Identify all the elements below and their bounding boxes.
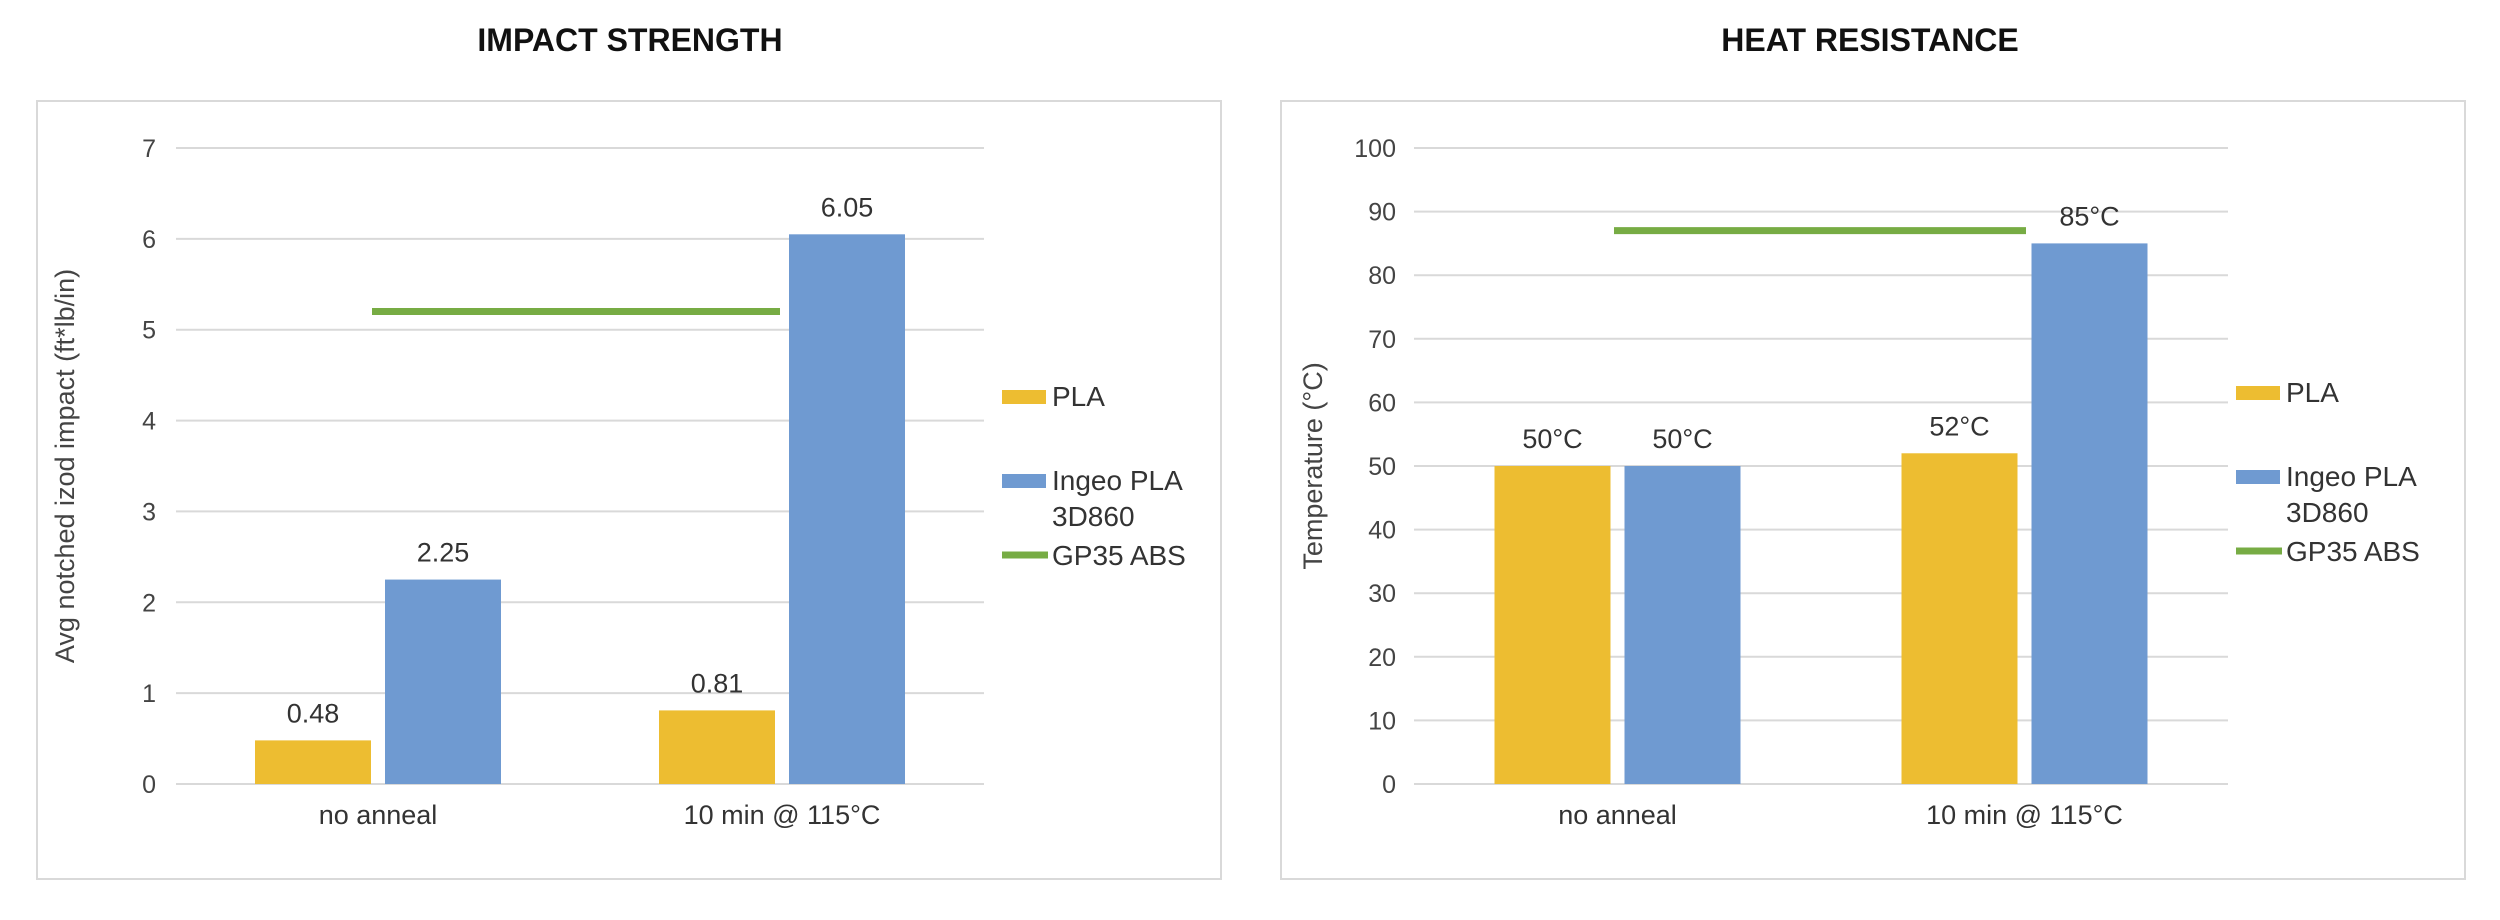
impact-data-label: 6.05	[821, 192, 874, 222]
heat-y-tick-label: 40	[1368, 517, 1396, 545]
impact-category-label: 10 min @ 115°C	[684, 800, 881, 830]
heat-bar-ingeo-1	[2031, 243, 2148, 784]
heat-data-label: 50°C	[1652, 424, 1712, 454]
heat-y-tick-label: 70	[1368, 326, 1396, 354]
impact-data-label: 0.48	[287, 698, 340, 728]
impact-bar-ingeo-0	[385, 579, 501, 784]
impact-y-axis-title: Avg notched izod impact (ft*lb/in)	[50, 269, 80, 663]
impact-chart-svg: 0 1 2 3 4 5 6 7 0.48 2.25 0.81 6.05 no anneal 10 min …	[50, 135, 1186, 830]
impact-bar-pla-0	[255, 740, 371, 784]
heat-y-tick-label: 20	[1368, 644, 1396, 672]
heat-y-tick-label: 100	[1354, 135, 1396, 163]
heat-y-tick-label: 90	[1368, 199, 1396, 227]
heat-category-label: 10 min @ 115°C	[1926, 800, 2123, 830]
heat-legend-swatch-ingeo	[2236, 470, 2280, 484]
heat-legend-swatch-pla	[2236, 386, 2280, 400]
heat-y-tick-label: 50	[1368, 453, 1396, 481]
impact-y-tick-label: 2	[142, 589, 156, 617]
impact-legend-label-ingeo: Ingeo PLA	[1052, 465, 1183, 496]
heat-chart-svg: 0 10 20 30 40 50 60 70 80 90 100 50°C 50°C 52°C 85°C no…	[1298, 135, 2420, 830]
heat-legend-label-pla: PLA	[2286, 377, 2339, 408]
impact-category-label: no anneal	[319, 800, 438, 830]
heat-y-tick-label: 0	[1382, 771, 1396, 799]
impact-legend-label-ingeo-line2: 3D860	[1052, 501, 1135, 532]
heat-y-tick-label: 30	[1368, 580, 1396, 608]
heat-y-tick-label: 60	[1368, 389, 1396, 417]
heat-legend-label-ingeo-line2: 3D860	[2286, 497, 2369, 528]
heat-y-tick-label: 10	[1368, 707, 1396, 735]
heat-data-label: 50°C	[1522, 424, 1582, 454]
impact-data-label: 0.81	[691, 668, 744, 698]
impact-bar-pla-1	[659, 710, 775, 784]
impact-data-label: 2.25	[417, 538, 470, 568]
impact-y-tick-label: 0	[142, 771, 156, 799]
chart-panel-heat: 0 10 20 30 40 50 60 70 80 90 100 50°C 50°C 52°C 85°C no…	[1280, 100, 2466, 880]
heat-data-label: 85°C	[2059, 201, 2119, 231]
impact-y-tick-label: 3	[142, 498, 156, 526]
heat-category-label: no anneal	[1558, 800, 1677, 830]
heat-data-label: 52°C	[1929, 411, 1989, 441]
chart-title-impact: IMPACT STRENGTH	[477, 22, 783, 58]
heat-bar-ingeo-0	[1624, 466, 1741, 784]
impact-y-tick-label: 7	[142, 135, 156, 163]
impact-bar-ingeo-1	[789, 234, 905, 785]
heat-y-tick-label: 80	[1368, 262, 1396, 290]
impact-legend-swatch-ingeo	[1002, 474, 1046, 488]
heat-legend-label-ingeo: Ingeo PLA	[2286, 461, 2417, 492]
heat-bar-pla-1	[1901, 453, 2018, 784]
heat-legend-label-abs: GP35 ABS	[2286, 536, 2420, 567]
impact-legend-label-pla: PLA	[1052, 381, 1105, 412]
impact-y-tick-label: 6	[142, 226, 156, 254]
heat-bar-pla-0	[1494, 466, 1611, 784]
impact-legend-label-abs: GP35 ABS	[1052, 540, 1186, 571]
impact-legend-swatch-pla	[1002, 390, 1046, 404]
impact-y-tick-label: 5	[142, 317, 156, 345]
chart-panel-impact: 0 1 2 3 4 5 6 7 0.48 2.25 0.81 6.05 no anneal 10 min …	[36, 100, 1222, 880]
chart-title-heat: HEAT RESISTANCE	[1721, 22, 2019, 58]
heat-y-axis-title: Temperature (°C)	[1298, 362, 1328, 569]
impact-y-tick-label: 4	[142, 408, 156, 436]
impact-y-tick-label: 1	[142, 680, 156, 708]
